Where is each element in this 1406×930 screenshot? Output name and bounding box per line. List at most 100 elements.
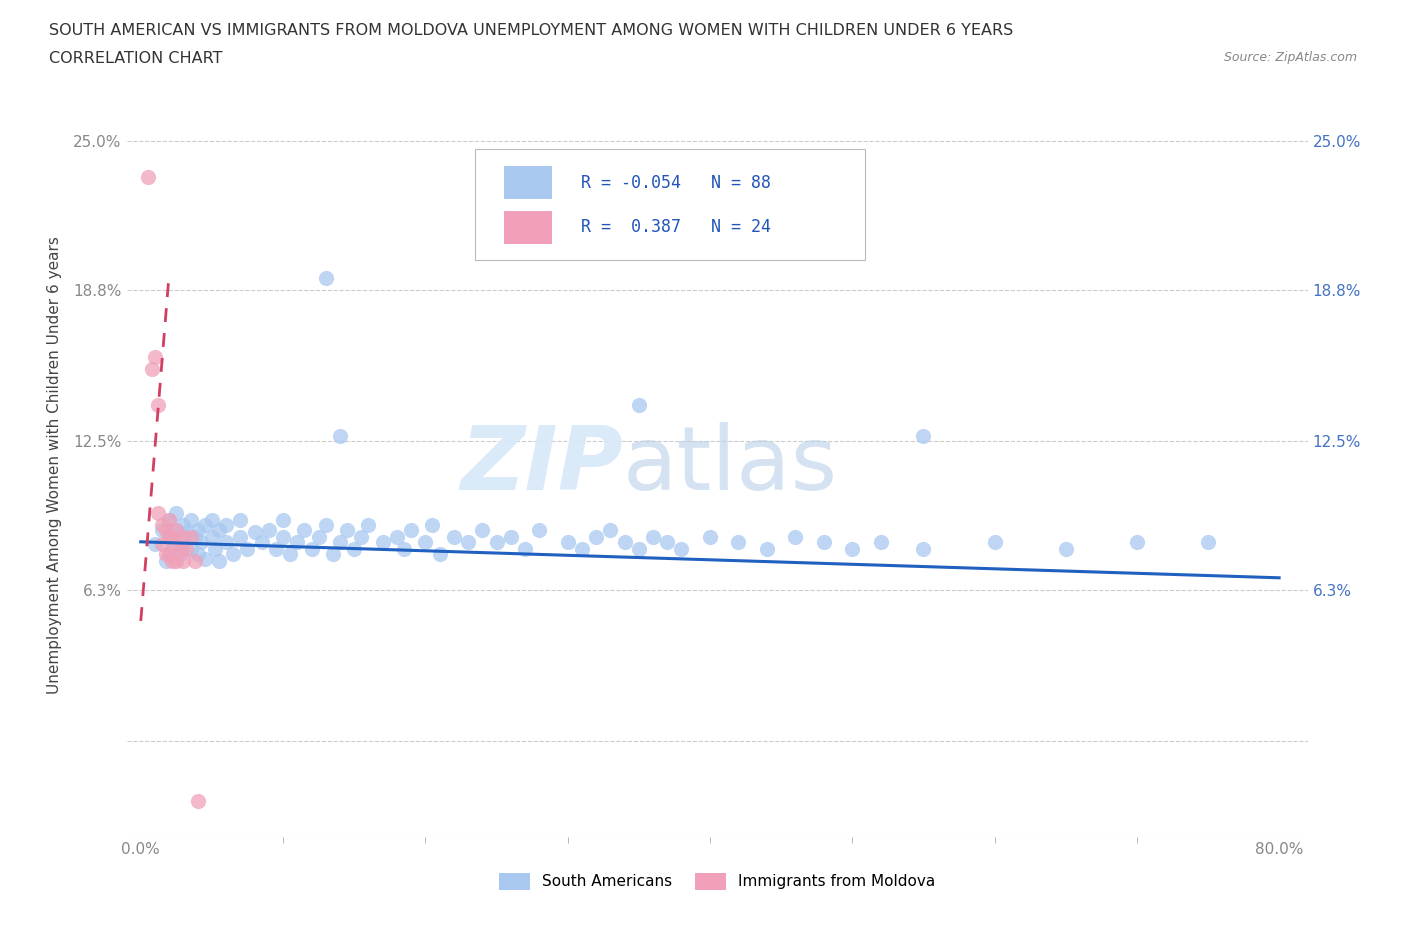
Point <box>150 537 173 551</box>
Point <box>172 529 194 544</box>
Point <box>336 523 359 538</box>
Point <box>143 537 166 551</box>
Point <box>157 529 180 544</box>
Point <box>201 512 224 527</box>
Point <box>208 523 231 538</box>
Point <box>155 546 177 561</box>
Point <box>585 529 607 544</box>
Point <box>176 525 198 539</box>
Point <box>322 546 344 561</box>
Point <box>1197 535 1219 550</box>
Point <box>194 551 217 566</box>
Point <box>350 529 373 544</box>
Point <box>176 541 198 556</box>
Point <box>471 523 494 538</box>
Point <box>727 535 749 550</box>
Point <box>513 541 536 556</box>
Point <box>187 793 209 808</box>
Point <box>157 529 180 544</box>
Point <box>264 541 287 556</box>
Point <box>699 529 721 544</box>
Text: R = -0.054   N = 88: R = -0.054 N = 88 <box>581 174 772 192</box>
Point <box>165 553 187 568</box>
Point <box>813 535 835 550</box>
Point <box>243 525 266 539</box>
Point <box>285 535 308 550</box>
Point <box>208 553 231 568</box>
Point <box>983 535 1005 550</box>
Point <box>1054 541 1077 556</box>
Point <box>271 512 294 527</box>
Point <box>429 546 451 561</box>
Point <box>157 512 180 527</box>
Point <box>627 397 650 412</box>
Point <box>499 529 522 544</box>
Point <box>172 535 194 550</box>
Point <box>329 535 352 550</box>
Point <box>329 429 352 444</box>
Point <box>165 506 187 521</box>
Point <box>1126 535 1149 550</box>
Point <box>371 535 394 550</box>
Point <box>160 553 183 568</box>
Point <box>187 523 209 538</box>
Point <box>657 535 679 550</box>
Point <box>180 529 202 544</box>
Point <box>294 523 316 538</box>
Point <box>143 350 166 365</box>
Point <box>157 512 180 527</box>
Point <box>180 541 202 556</box>
Point <box>165 537 187 551</box>
Point <box>150 518 173 533</box>
Point <box>146 397 169 412</box>
Point <box>136 169 159 184</box>
Point <box>599 523 621 538</box>
Text: atlas: atlas <box>623 421 838 509</box>
Point <box>165 523 187 538</box>
Point <box>160 529 183 544</box>
Point <box>399 523 422 538</box>
Point <box>184 529 207 544</box>
Y-axis label: Unemployment Among Women with Children Under 6 years: Unemployment Among Women with Children U… <box>48 236 62 694</box>
Legend: South Americans, Immigrants from Moldova: South Americans, Immigrants from Moldova <box>494 867 941 897</box>
Point <box>155 553 177 568</box>
FancyBboxPatch shape <box>505 166 551 199</box>
Point <box>485 535 508 550</box>
Point <box>169 546 191 561</box>
Point <box>613 535 636 550</box>
Point <box>785 529 807 544</box>
FancyBboxPatch shape <box>475 149 865 260</box>
Point <box>271 529 294 544</box>
Point <box>250 535 273 550</box>
Point <box>165 523 187 538</box>
Text: SOUTH AMERICAN VS IMMIGRANTS FROM MOLDOVA UNEMPLOYMENT AMONG WOMEN WITH CHILDREN: SOUTH AMERICAN VS IMMIGRANTS FROM MOLDOV… <box>49 23 1014 38</box>
Point <box>301 541 323 556</box>
Point <box>912 541 935 556</box>
Point <box>755 541 778 556</box>
Point <box>201 529 224 544</box>
Point <box>194 518 217 533</box>
Point <box>308 529 330 544</box>
Point <box>457 535 479 550</box>
Text: R =  0.387   N = 24: R = 0.387 N = 24 <box>581 219 772 236</box>
Point <box>146 506 169 521</box>
Point <box>869 535 891 550</box>
Point <box>315 518 337 533</box>
Point <box>278 546 301 561</box>
Point <box>172 553 194 568</box>
Point <box>172 518 194 533</box>
Point <box>229 529 252 544</box>
Point <box>671 541 693 556</box>
Text: Source: ZipAtlas.com: Source: ZipAtlas.com <box>1223 51 1357 64</box>
Point <box>169 541 191 556</box>
Point <box>385 529 408 544</box>
Point <box>187 546 209 561</box>
Point <box>155 523 177 538</box>
Text: ZIP: ZIP <box>460 421 623 509</box>
Point <box>357 518 380 533</box>
Point <box>190 535 212 550</box>
Point <box>257 523 280 538</box>
Point <box>229 512 252 527</box>
Point <box>204 541 226 556</box>
Point <box>180 512 202 527</box>
